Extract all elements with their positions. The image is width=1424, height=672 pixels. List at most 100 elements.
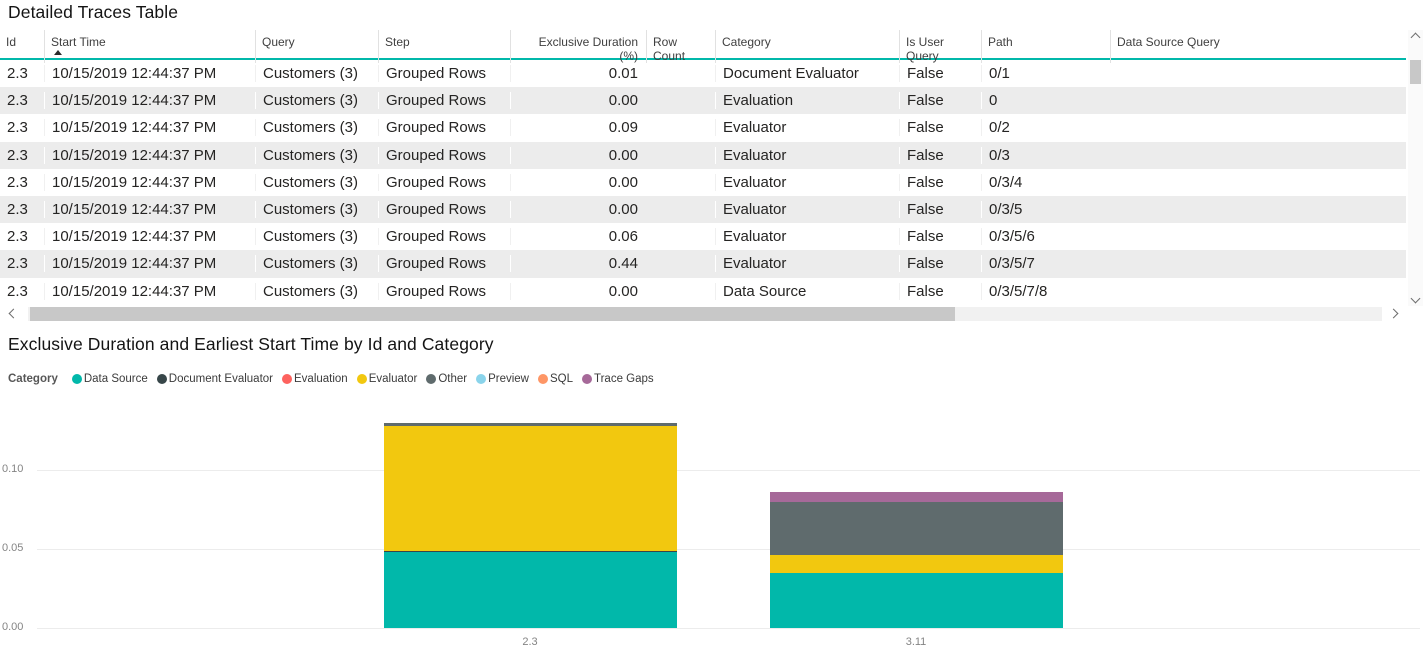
table-cell-path: 0/3/5/7/8 <box>981 282 1110 300</box>
table-cell-start_time: 10/15/2019 12:44:37 PM <box>44 92 255 110</box>
table-cell-step: Grouped Rows <box>378 282 510 300</box>
legend-item-document-evaluator[interactable]: Document Evaluator <box>156 373 273 385</box>
table-cell-step: Grouped Rows <box>378 201 510 219</box>
column-header-path[interactable]: Path <box>981 30 1110 63</box>
bar-segment-data-source[interactable] <box>770 572 1063 628</box>
vertical-scrollbar[interactable] <box>1408 30 1423 306</box>
table-cell-query: Customers (3) <box>255 92 378 110</box>
column-header-start_time[interactable]: Start Time <box>44 30 255 63</box>
table-row[interactable]: 2.3 10/15/2019 12:44:37 PM Customers (3) Gr… <box>0 114 1406 141</box>
table-cell-query: Customers (3) <box>255 173 378 191</box>
column-header-id[interactable]: Id <box>6 35 17 49</box>
legend-color-dot <box>582 374 592 384</box>
table-cell-exclusive_duration_pct: 0.00 <box>510 282 646 300</box>
horizontal-scrollbar-track[interactable] <box>28 307 1382 321</box>
plot-area: 0.00 0.05 0.10 2.3 3.11 <box>0 392 1424 672</box>
table-cell-exclusive_duration_pct: 0.00 <box>510 146 646 164</box>
table-cell-category: Evaluator <box>715 146 899 164</box>
bar-segment-other[interactable] <box>770 501 1063 556</box>
legend-item-data-source[interactable]: Data Source <box>71 373 148 385</box>
table-cell-step: Grouped Rows <box>378 228 510 246</box>
legend-item-trace-gaps[interactable]: Trace Gaps <box>582 373 654 385</box>
table-row[interactable]: 2.3 10/15/2019 12:44:37 PM Customers (3) Gr… <box>0 169 1406 196</box>
gridline <box>37 628 1420 629</box>
bar-segment-evaluator[interactable] <box>384 425 677 551</box>
bar-segment-evaluator[interactable] <box>770 555 1063 573</box>
gridline <box>37 470 1420 471</box>
legend-color-dot <box>476 374 487 384</box>
vertical-scrollbar-thumb[interactable] <box>1410 60 1421 84</box>
table-cell-path: 0/3/5/7 <box>981 255 1110 273</box>
legend-color-dot <box>282 374 292 384</box>
table-cell-query: Customers (3) <box>255 282 378 300</box>
legend-color-dot <box>426 374 437 384</box>
bar-segment-data-source[interactable] <box>384 552 677 628</box>
table-row[interactable]: 2.3 10/15/2019 12:44:37 PM Customers (3) Gr… <box>0 87 1406 115</box>
legend-color-dot <box>156 374 167 384</box>
column-header-category[interactable]: Category <box>715 30 899 63</box>
bar-segment-trace-gaps[interactable] <box>770 492 1063 502</box>
legend-color-dot <box>537 374 548 384</box>
horizontal-scrollbar-thumb[interactable] <box>30 307 955 321</box>
legend-color-dot <box>71 374 82 384</box>
table-cell-id: 2.3 <box>7 228 28 246</box>
table-cell-exclusive_duration_pct: 0.44 <box>510 255 646 273</box>
table-row[interactable]: 2.3 10/15/2019 12:44:37 PM Customers (3) Gr… <box>0 195 1406 224</box>
table-cell-category: Evaluator <box>715 119 899 137</box>
x-axis-category-label: 2.3 <box>522 636 538 648</box>
table-cell-is_user_query: False <box>899 65 981 83</box>
table-cell-path: 0/3/5/6 <box>981 228 1110 246</box>
table-row[interactable]: 2.3 10/15/2019 12:44:37 PM Customers (3) Gr… <box>0 223 1406 250</box>
scroll-down-icon[interactable] <box>1408 291 1423 306</box>
table-header-row: Id Start Time Query Step Exclusive Duration … <box>0 30 1406 63</box>
table-cell-is_user_query: False <box>899 255 981 273</box>
legend-item-evaluation[interactable]: Evaluation <box>282 373 348 385</box>
table-cell-category: Evaluation <box>715 92 899 110</box>
table-cell-id: 2.3 <box>7 255 28 273</box>
bar-segment-other[interactable] <box>384 422 677 426</box>
table-cell-is_user_query: False <box>899 282 981 300</box>
table-cell-query: Customers (3) <box>255 119 378 137</box>
y-axis-tick-label: 0.10 <box>2 463 24 475</box>
table-cell-step: Grouped Rows <box>378 92 510 110</box>
column-header-is_user_query[interactable]: Is User Query <box>899 30 981 63</box>
table-cell-path: 0/3/4 <box>981 173 1110 191</box>
column-header-exclusive_duration_pct[interactable]: Exclusive Duration (%) <box>510 30 646 63</box>
table-cell-exclusive_duration_pct: 0.01 <box>510 65 646 83</box>
table-row[interactable]: 2.3 10/15/2019 12:44:37 PM Customers (3) Gr… <box>0 250 1406 278</box>
table-cell-is_user_query: False <box>899 92 981 110</box>
gridline <box>37 549 1420 550</box>
scroll-left-icon[interactable] <box>6 306 21 321</box>
table-cell-query: Customers (3) <box>255 201 378 219</box>
table-cell-is_user_query: False <box>899 228 981 246</box>
legend-item-sql[interactable]: SQL <box>537 373 573 385</box>
column-header-query[interactable]: Query <box>255 30 378 63</box>
table-row[interactable]: 2.3 10/15/2019 12:44:37 PM Customers (3) Gr… <box>0 60 1406 87</box>
horizontal-scrollbar[interactable] <box>0 306 1406 322</box>
sort-ascending-icon <box>54 50 62 55</box>
y-axis-tick-label: 0.00 <box>2 621 24 633</box>
scroll-up-icon[interactable] <box>1408 30 1423 45</box>
table-cell-exclusive_duration_pct: 0.00 <box>510 201 646 219</box>
table-cell-path: 0 <box>981 92 1110 110</box>
column-header-data_source_query[interactable]: Data Source Query <box>1110 30 1406 63</box>
table-cell-query: Customers (3) <box>255 65 378 83</box>
legend-item-evaluator[interactable]: Evaluator <box>356 373 417 385</box>
table-cell-query: Customers (3) <box>255 146 378 164</box>
table-cell-is_user_query: False <box>899 146 981 164</box>
x-axis-category-label: 3.11 <box>905 636 927 648</box>
table-cell-start_time: 10/15/2019 12:44:37 PM <box>44 173 255 191</box>
bar-segment-document-evaluator[interactable] <box>384 550 677 553</box>
chart-legend: Category Data Source Document Evaluator Ev… <box>8 373 663 385</box>
table-cell-step: Grouped Rows <box>378 173 510 191</box>
legend-item-other[interactable]: Other <box>426 373 467 385</box>
table-cell-id: 2.3 <box>7 173 28 191</box>
table-row[interactable]: 2.3 10/15/2019 12:44:37 PM Customers (3) Gr… <box>0 278 1406 305</box>
column-header-step[interactable]: Step <box>378 30 510 63</box>
table-row[interactable]: 2.3 10/15/2019 12:44:37 PM Customers (3) Gr… <box>0 141 1406 169</box>
legend-item-preview[interactable]: Preview <box>476 373 529 385</box>
table-cell-id: 2.3 <box>7 282 28 300</box>
column-header-row_count[interactable]: Row Count <box>646 30 715 63</box>
scroll-right-icon[interactable] <box>1386 306 1401 321</box>
